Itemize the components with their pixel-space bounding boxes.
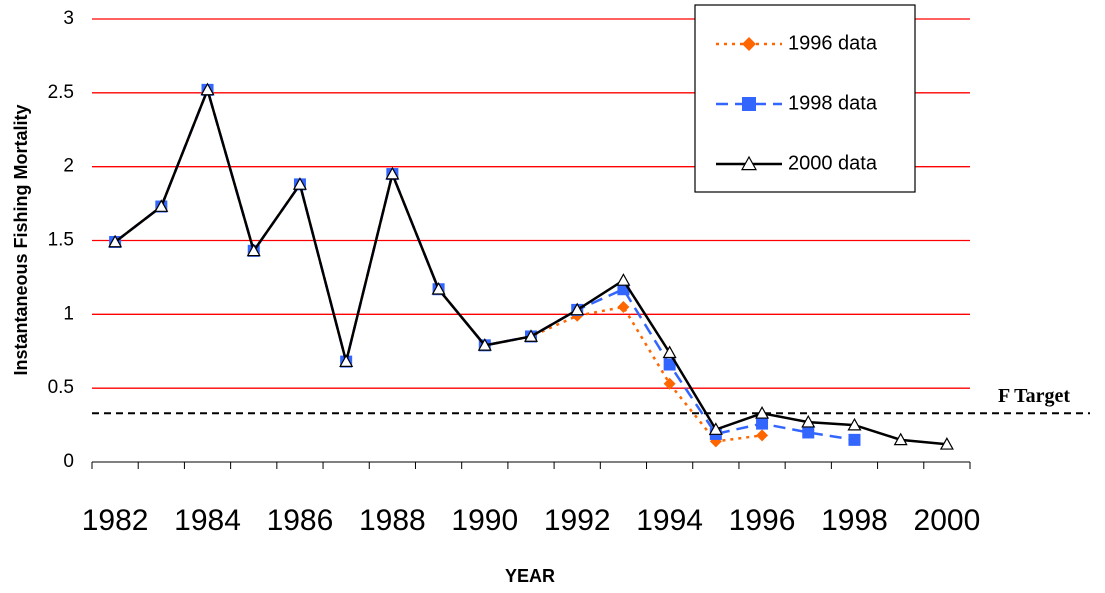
x-tick-label: 1988 (359, 504, 426, 537)
x-tick-label: 1982 (82, 504, 149, 537)
series-line (114, 86, 763, 443)
marker (663, 358, 676, 371)
legend-label: 2000 data (788, 152, 878, 174)
marker (847, 417, 862, 431)
target-label: F Target (998, 385, 1070, 407)
legend-marker (742, 97, 756, 111)
marker (477, 338, 492, 351)
y-tick-label: 2.5 (48, 82, 74, 103)
marker (154, 199, 169, 212)
marker (292, 177, 307, 190)
x-tick-label: 1996 (729, 504, 796, 537)
x-tick-label: 1992 (544, 504, 611, 537)
marker (570, 302, 585, 316)
marker (617, 300, 630, 313)
x-tick-label: 1986 (267, 504, 334, 537)
x-tick-label: 1994 (636, 504, 703, 537)
marker (246, 243, 261, 257)
x-tick-label: 1984 (174, 504, 241, 537)
legend-label: 1998 data (788, 92, 878, 114)
legend-label: 1996 data (788, 32, 878, 54)
marker (939, 437, 954, 450)
x-tick-label: 1990 (451, 504, 518, 537)
legend-marker (742, 37, 756, 51)
marker (802, 426, 815, 439)
marker (385, 166, 400, 180)
x-tick-label: 2000 (914, 504, 981, 537)
marker (662, 345, 677, 359)
y-tick-label: 0.5 (48, 377, 74, 398)
marker (616, 273, 631, 286)
marker (200, 82, 215, 96)
legend-marker (740, 155, 758, 171)
marker (756, 429, 769, 442)
marker (708, 422, 723, 435)
y-axis-title: Instantaneous Fishing Mortality (11, 104, 31, 375)
marker (755, 406, 770, 419)
y-tick-label: 1 (63, 303, 74, 324)
x-axis-title: YEAR (505, 566, 555, 586)
x-tick-label: 1998 (821, 504, 888, 537)
marker (893, 432, 908, 446)
marker (801, 414, 816, 428)
marker (431, 281, 446, 295)
y-tick-label: 2 (63, 156, 74, 177)
marker (108, 234, 123, 248)
y-tick-label: 1.5 (48, 230, 74, 251)
legend: 1996 data 1998 data 2000 data (694, 4, 916, 193)
marker (848, 433, 861, 446)
legend-box (694, 4, 916, 193)
y-tick-label: 3 (63, 8, 74, 29)
marker (756, 417, 769, 430)
marker (339, 354, 354, 367)
marker (663, 377, 676, 390)
y-tick-label: 0 (63, 451, 74, 472)
marker (523, 329, 539, 342)
